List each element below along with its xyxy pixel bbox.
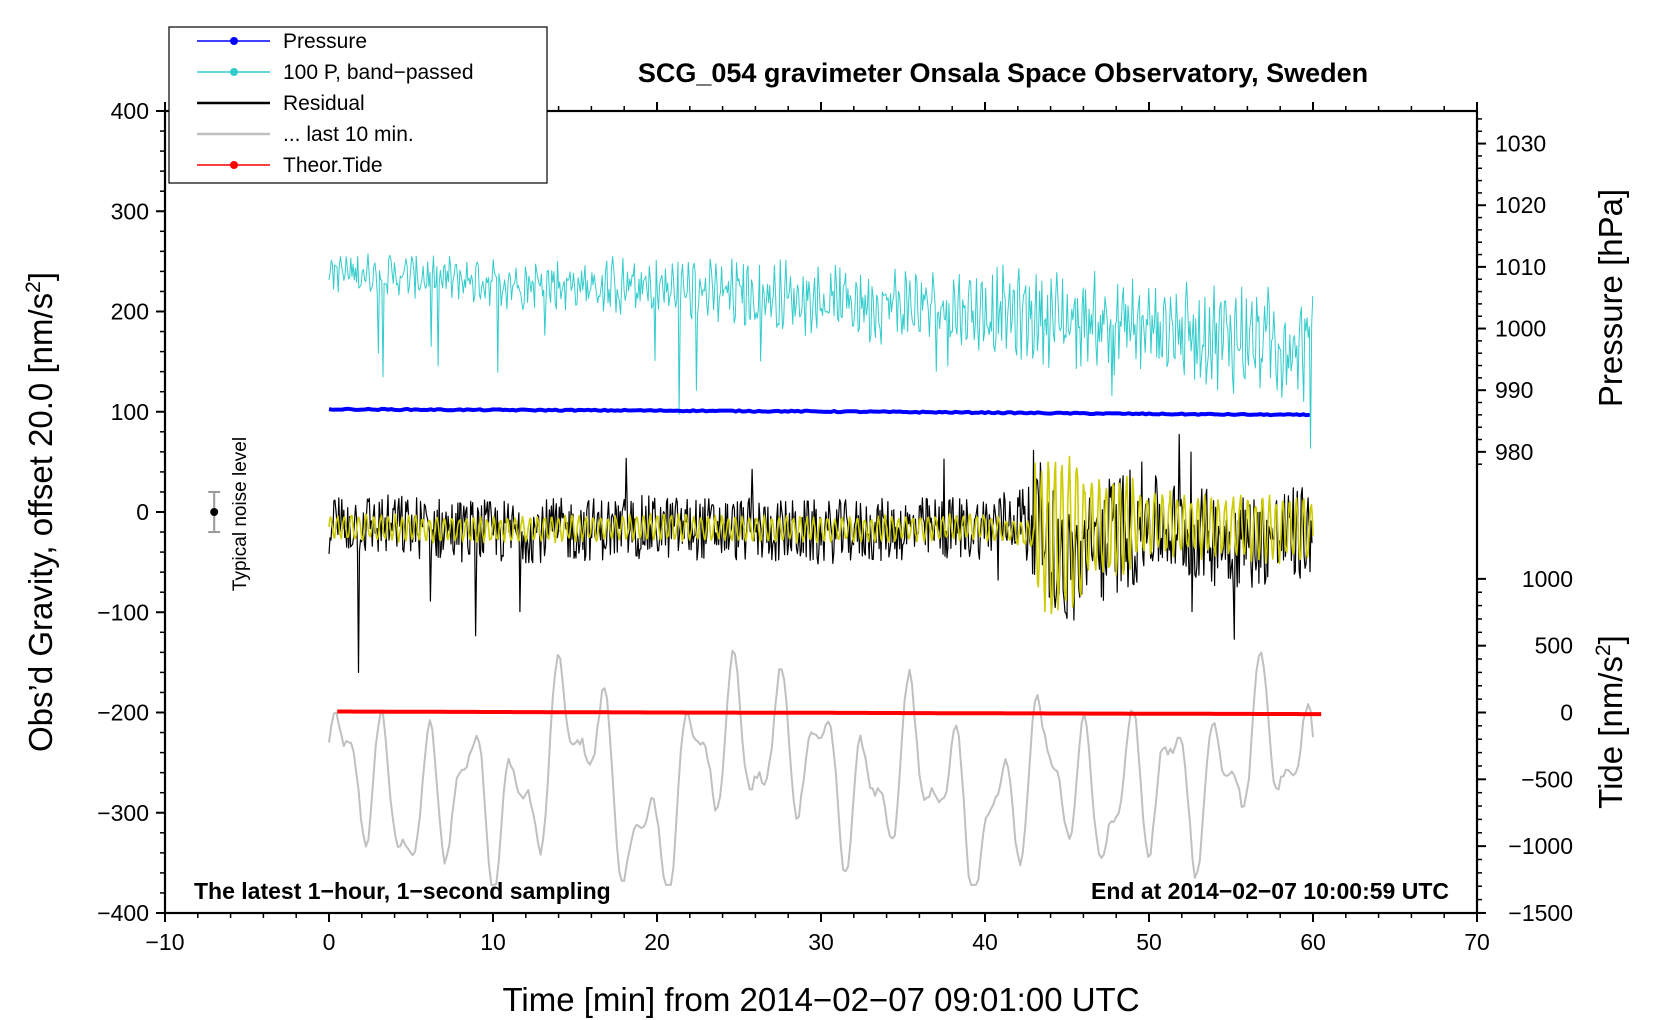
legend-marker <box>230 161 238 169</box>
x-tick-label: 60 <box>1300 929 1326 955</box>
pressure-tick-label: 1030 <box>1495 131 1546 157</box>
right-note: End at 2014−02−07 10:00:59 UTC <box>1091 878 1449 904</box>
y-axis-ticks: 400 300 200 100 0 −100 −200 −300 −400 <box>97 98 165 926</box>
x-tick-label: 40 <box>972 929 998 955</box>
x-tick-label: 30 <box>808 929 834 955</box>
tide-tick-label: −1500 <box>1508 900 1573 926</box>
x-axis-label: Time [min] from 2014−02−07 09:01:00 UTC <box>502 981 1139 1018</box>
series-pressure-bandpassed <box>328 253 1314 449</box>
series-layer <box>328 253 1322 886</box>
legend-marker <box>230 37 238 45</box>
legend-label: 100 P, band−passed <box>283 61 474 84</box>
left-note: The latest 1−hour, 1−second sampling <box>194 878 611 904</box>
noise-dot <box>210 508 219 516</box>
x-tick-label: 50 <box>1136 929 1162 955</box>
legend-label: Residual <box>283 92 365 115</box>
tide-axis-label-close: ] <box>1592 635 1629 644</box>
pressure-tick-label: 1020 <box>1495 192 1546 218</box>
y-tick-label: 200 <box>111 299 149 325</box>
series-theoretical-tide <box>337 709 1322 717</box>
x-tick-label: −10 <box>145 929 184 955</box>
chart-title: SCG_054 gravimeter Onsala Space Observat… <box>638 58 1368 88</box>
x-tick-label: 0 <box>323 929 336 955</box>
tide-tick-label: −1000 <box>1508 833 1573 859</box>
y-axis-label-sup: 2 <box>22 281 45 293</box>
tide-tick-label: 500 <box>1535 633 1573 659</box>
tide-tick-label: −500 <box>1521 766 1573 792</box>
noise-indicator: Typical noise level <box>208 437 251 591</box>
noise-label: Typical noise level <box>230 437 251 591</box>
y-tick-label: 300 <box>111 198 149 224</box>
x-tick-label: 70 <box>1464 929 1490 955</box>
y-axis-label-text: Obs’d Gravity, offset 20.0 [nm/s <box>22 293 59 752</box>
y-tick-label: 0 <box>136 499 149 525</box>
tide-tick-label: 1000 <box>1522 566 1573 592</box>
y-tick-label: −300 <box>97 800 149 826</box>
y-tick-label: −100 <box>97 599 149 625</box>
y-axis-label: Obs’d Gravity, offset 20.0 [nm/s2] <box>22 272 59 752</box>
tide-axis-label-text: Tide [nm/s <box>1592 656 1629 809</box>
y-axis-label-close: ] <box>22 272 59 281</box>
x-axis-ticks: −10 0 10 20 30 40 50 60 70 <box>145 102 1490 955</box>
series-bandpassed-residual <box>328 455 1314 615</box>
legend-label: Theor.Tide <box>283 154 383 177</box>
legend-label: ... last 10 min. <box>283 123 414 146</box>
pressure-axis-label: Pressure [hPa] <box>1592 189 1629 407</box>
pressure-tick-label: 980 <box>1495 439 1533 465</box>
y-tick-label: 400 <box>111 98 149 124</box>
series-last-10-min <box>328 649 1314 886</box>
tide-axis-label-sup: 2 <box>1592 644 1615 656</box>
y-tick-label: −200 <box>97 700 149 726</box>
legend-marker <box>230 68 238 76</box>
pressure-tick-label: 1000 <box>1495 316 1546 342</box>
tide-tick-label: 0 <box>1560 700 1573 726</box>
x-tick-label: 20 <box>644 929 670 955</box>
x-tick-label: 10 <box>480 929 506 955</box>
tide-axis-ticks: 1000 500 0 −500 −1000 −1500 <box>1477 566 1573 926</box>
y-tick-label: −400 <box>97 900 149 926</box>
tide-axis-label: Tide [nm/s2] <box>1592 635 1629 809</box>
legend: Pressure 100 P, band−passed Residual ... la… <box>168 26 548 184</box>
legend-box <box>168 26 548 184</box>
y-tick-label: 100 <box>111 399 149 425</box>
legend-label: Pressure <box>283 30 367 53</box>
pressure-tick-label: 1010 <box>1495 254 1546 280</box>
series-pressure <box>328 406 1310 418</box>
pressure-tick-label: 990 <box>1495 377 1533 403</box>
pressure-axis-ticks: 1030 1020 1010 1000 990 980 <box>1477 118 1546 465</box>
